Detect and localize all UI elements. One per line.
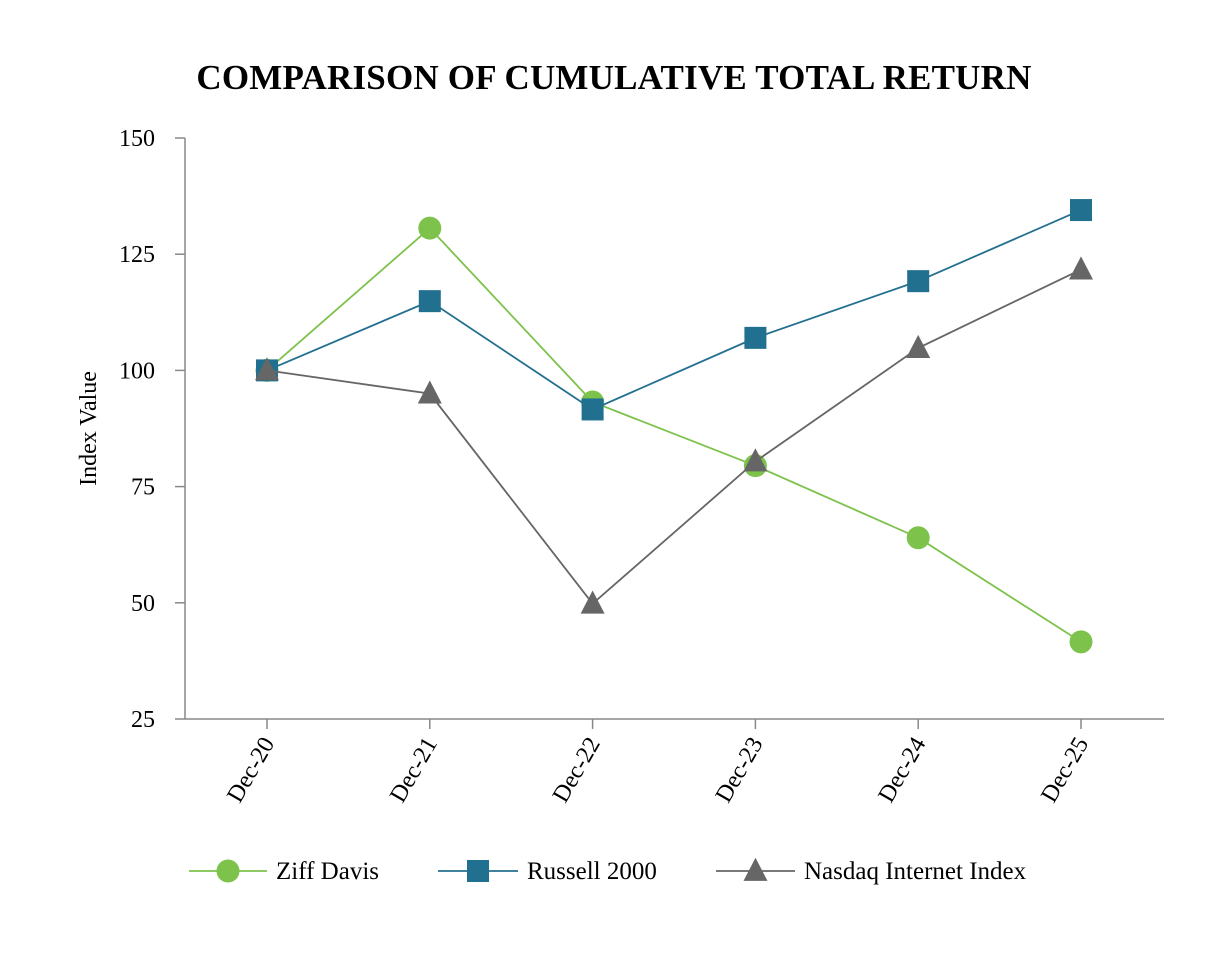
- x-tick-label: Dec-20: [222, 733, 280, 807]
- y-tick-label: 25: [131, 707, 155, 733]
- y-axis-title: Index Value: [76, 371, 102, 486]
- data-point-square: [744, 326, 767, 349]
- legend-label: Nasdaq Internet Index: [804, 858, 1027, 885]
- legend-marker-circle: [216, 859, 240, 883]
- legend-item: Ziff Davis: [189, 858, 379, 885]
- series-layer: [255, 199, 1093, 654]
- data-point-circle: [418, 216, 442, 240]
- legend-marker-square: [467, 860, 489, 882]
- legend-label: Russell 2000: [527, 858, 657, 885]
- data-point-square: [1070, 199, 1092, 222]
- y-tick-label: 75: [131, 475, 155, 501]
- data-point-triangle: [255, 357, 279, 381]
- legend: Ziff Davis Russell 2000 Nasdaq Internet In…: [189, 857, 1027, 885]
- series-line: [266, 226, 1082, 643]
- data-point-square: [907, 270, 930, 293]
- legend-item: Russell 2000: [438, 858, 657, 885]
- series-nasdaq-internet-index: [255, 256, 1093, 614]
- data-point-square: [418, 290, 441, 313]
- legend-marker-triangle: [743, 857, 768, 881]
- data-point-square: [581, 398, 604, 421]
- x-tick-label: Dec-25: [1036, 733, 1094, 807]
- legend-item: Nasdaq Internet Index: [716, 857, 1027, 885]
- x-tick-label: Dec-23: [711, 733, 769, 807]
- data-point-triangle: [906, 334, 931, 358]
- data-point-circle: [906, 526, 930, 550]
- x-tick-label: Dec-22: [548, 733, 606, 807]
- y-tick-label: 150: [119, 126, 155, 152]
- series-line: [266, 268, 1082, 606]
- data-point-triangle: [1069, 256, 1093, 280]
- x-tick-label: Dec-21: [385, 733, 443, 807]
- data-point-triangle: [743, 448, 768, 472]
- data-point-triangle: [580, 590, 605, 614]
- x-tick-label: Dec-24: [874, 733, 932, 807]
- series-line: [266, 209, 1082, 411]
- legend-label: Ziff Davis: [276, 858, 379, 885]
- y-tick-label: 50: [131, 591, 155, 617]
- series-ziff-davis: [255, 216, 1093, 654]
- data-point-triangle: [417, 380, 442, 404]
- axes: 25 50 75 100 125 150 Index Value Dec-20 Dec-21 De…: [76, 126, 1164, 807]
- y-tick-label: 100: [119, 358, 155, 384]
- y-tick-label: 125: [119, 242, 155, 268]
- chart-title: COMPARISON OF CUMULATIVE TOTAL RETURN: [196, 58, 1032, 97]
- data-point-circle: [1069, 630, 1093, 654]
